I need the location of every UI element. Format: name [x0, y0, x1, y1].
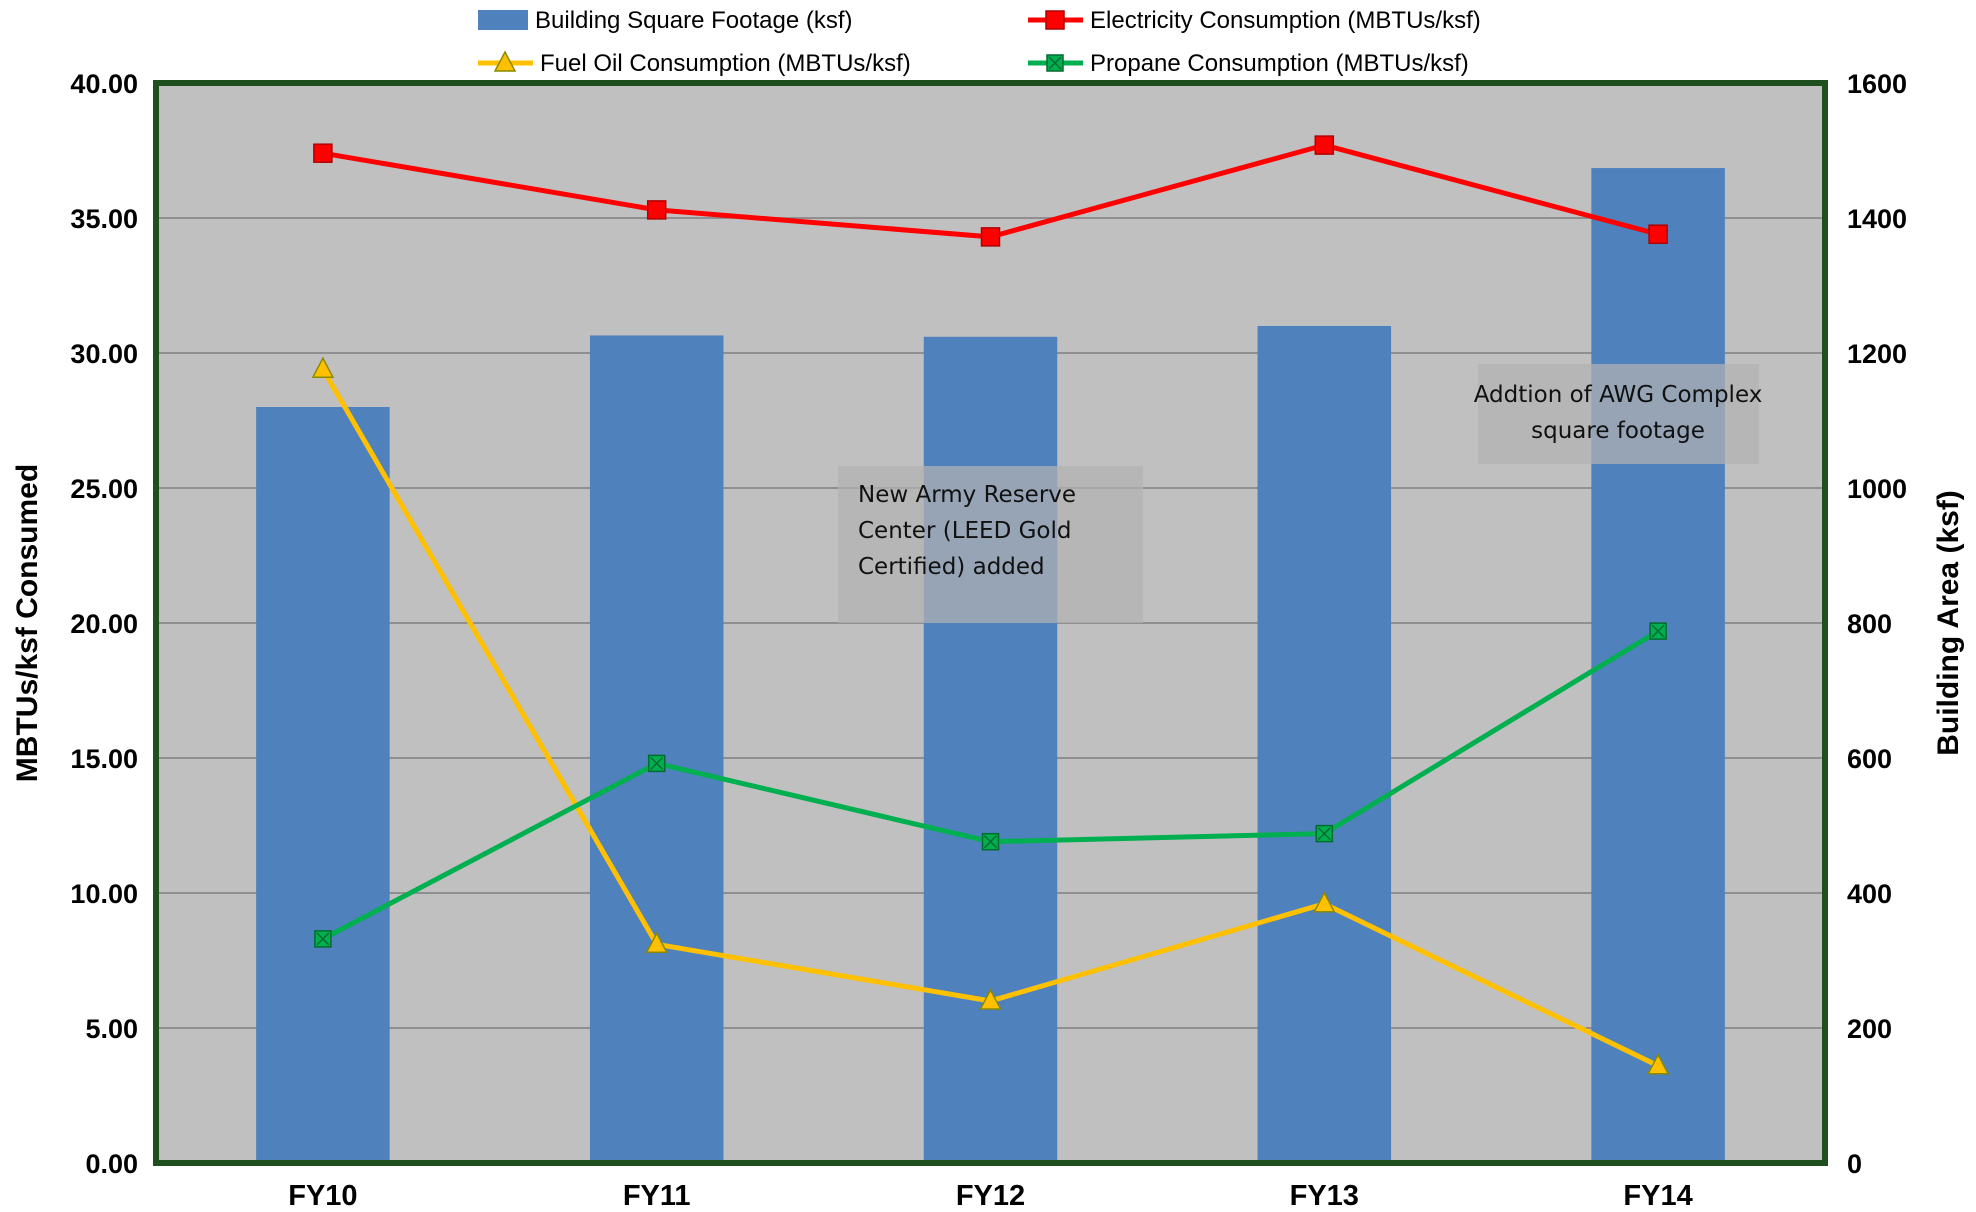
right-axis-title: Building Area (ksf): [1932, 490, 1965, 756]
annotation-line: New Army Reserve: [858, 482, 1076, 508]
y2-tick-label: 400: [1847, 879, 1892, 909]
y2-tick-label: 1200: [1847, 339, 1907, 369]
y2-tick-label: 1000: [1847, 474, 1907, 504]
marker: [647, 754, 666, 773]
marker-cross: [316, 932, 330, 946]
y-tick-label: 5.00: [85, 1014, 138, 1044]
legend-swatch: [478, 10, 528, 30]
marker: [645, 931, 668, 954]
y2-tick-label: 1400: [1847, 204, 1907, 234]
annotation: Addtion of AWG Complex square footage: [1474, 364, 1763, 464]
marker-cross: [983, 835, 998, 849]
x-tick-label: FY11: [623, 1180, 691, 1212]
line-series: [311, 356, 1670, 1075]
annotation-line: Addtion of AWG Complex: [1474, 382, 1763, 408]
legend-item: Building Square Footage (ksf): [478, 7, 853, 34]
marker: [1649, 622, 1667, 640]
bar-series: [256, 168, 1725, 1164]
x-tick-label: FY10: [288, 1180, 357, 1212]
bar: [589, 335, 724, 1163]
bar: [1257, 326, 1392, 1163]
annotation-line: Center (LEED Gold: [858, 518, 1071, 544]
marker: [493, 50, 517, 72]
marker-cross: [1317, 827, 1331, 841]
marker: [313, 143, 333, 163]
y2-tick-label: 600: [1847, 744, 1892, 774]
y-tick-label: 0.00: [85, 1149, 138, 1179]
annotation-box: [1478, 364, 1759, 464]
y-tick-label: 15.00: [70, 744, 138, 774]
legend-item: Propane Consumption (MBTUs/ksf): [1028, 50, 1469, 77]
annotation-line: Certified) added: [858, 554, 1045, 580]
marker: [1046, 54, 1064, 72]
left-axis-ticks: 0.00 5.00 10.00 15.00 20.00 25.00 30.00 35.00 40…: [70, 69, 138, 1179]
legend-item: Electricity Consumption (MBTUs/ksf): [1028, 7, 1481, 34]
legend: Building Square Footage (ksf) Electricity…: [478, 7, 1481, 77]
x-tick-label: FY14: [1623, 1180, 1692, 1212]
right-axis-ticks: 0 200 400 600 800 1000 1200 1400 1600: [1847, 69, 1907, 1179]
annotation-box: [838, 466, 1143, 623]
marker-cross: [1651, 624, 1665, 638]
plot-border: [153, 80, 1828, 1166]
legend-label: Fuel Oil Consumption (MBTUs/ksf): [540, 50, 911, 77]
marker: [1314, 135, 1335, 155]
left-axis-title: MBTUs/ksf Consumed: [11, 464, 44, 782]
annotation: New Army Reserve Center (LEED Gold Certifi…: [838, 466, 1143, 623]
y2-tick-label: 800: [1847, 609, 1892, 639]
y-tick-label: 40.00: [70, 69, 138, 99]
marker: [981, 832, 1000, 851]
y2-tick-label: 1600: [1847, 69, 1907, 99]
line-series-group: [311, 135, 1670, 1075]
line-series: [313, 135, 1668, 247]
bar: [1591, 168, 1725, 1164]
legend-label: Propane Consumption (MBTUs/ksf): [1090, 50, 1469, 77]
y-tick-label: 30.00: [70, 339, 138, 369]
y-tick-label: 10.00: [70, 879, 138, 909]
y-tick-label: 35.00: [70, 204, 138, 234]
legend-item: Fuel Oil Consumption (MBTUs/ksf): [478, 50, 911, 77]
x-tick-label: FY13: [1290, 1180, 1359, 1212]
marker: [1648, 224, 1668, 244]
x-tick-label: FY12: [956, 1180, 1025, 1212]
marker: [1646, 1053, 1670, 1075]
marker: [1045, 10, 1065, 30]
marker-cross: [1048, 56, 1062, 70]
marker: [980, 227, 1001, 247]
y2-tick-label: 200: [1847, 1014, 1892, 1044]
marker: [979, 988, 1002, 1010]
marker: [646, 200, 667, 220]
y-tick-label: 25.00: [70, 474, 138, 504]
marker: [311, 356, 335, 378]
marker: [314, 930, 332, 948]
legend-label: Building Square Footage (ksf): [535, 7, 853, 34]
bar: [256, 407, 390, 1163]
marker: [1313, 891, 1336, 913]
line-series: [314, 622, 1667, 948]
y-tick-label: 20.00: [70, 609, 138, 639]
marker-cross: [650, 756, 664, 770]
annotations: New Army Reserve Center (LEED Gold Certifi…: [838, 364, 1762, 623]
annotation-line: square footage: [1531, 418, 1705, 444]
legend-label: Electricity Consumption (MBTUs/ksf): [1090, 7, 1481, 34]
marker: [1315, 824, 1334, 843]
y2-tick-label: 0: [1847, 1149, 1862, 1179]
bar: [923, 336, 1058, 1163]
category-axis-labels: FY10 FY11 FY12 FY13 FY14: [288, 1180, 1693, 1212]
